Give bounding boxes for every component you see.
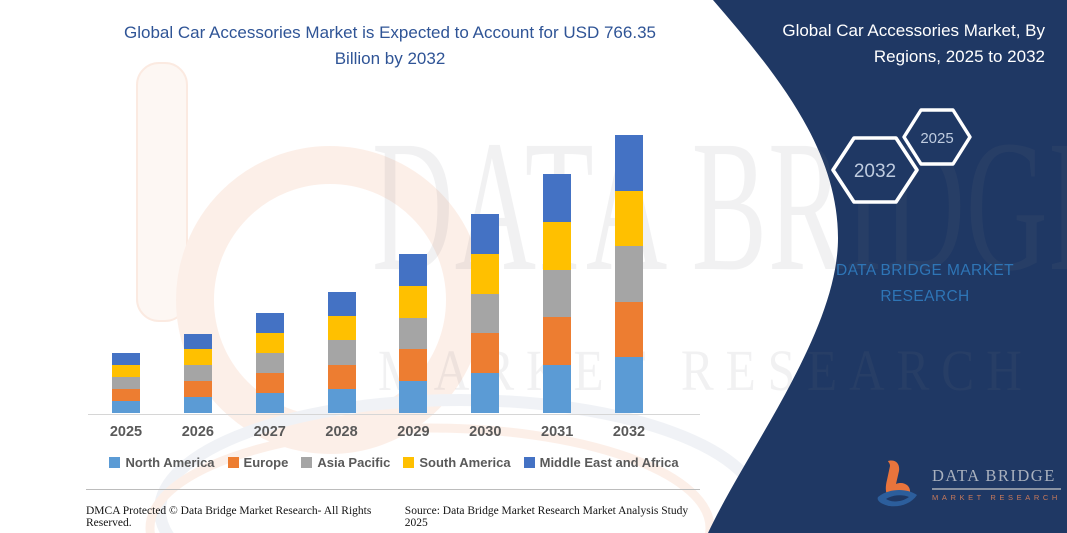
dmca-text: DMCA Protected © Data Bridge Market Rese… <box>86 505 372 529</box>
bar-segment-middle-east-and-africa <box>614 135 643 191</box>
legend-item-south-america: South America <box>403 455 511 470</box>
chart-legend: North America Europe Asia Pacific South Ame… <box>88 455 700 470</box>
bar-segment-south-america <box>183 349 212 366</box>
bar-segment-europe <box>327 364 356 389</box>
bar-segment-europe <box>112 389 140 401</box>
legend-swatch-icon <box>523 457 535 468</box>
bar-segment-north-america <box>471 373 500 413</box>
bar-segment-asia-pacific <box>399 317 428 350</box>
dbmr-logo: DATA BRIDGE MARKET RESEARCH <box>874 458 1061 510</box>
stacked-bar-2025 <box>112 353 140 413</box>
stacked-bar-2032 <box>614 135 643 413</box>
legend-item-asia-pacific: Asia Pacific <box>301 455 390 470</box>
bar-segment-north-america <box>183 397 212 413</box>
x-axis-label-2027: 2027 <box>253 424 286 440</box>
bar-segment-south-america <box>327 316 356 341</box>
legend-item-north-america: North America <box>109 455 215 470</box>
year-badges: 2025 2032 <box>831 108 972 204</box>
chart-title: Global Car Accessories Market is Expecte… <box>124 23 656 69</box>
legend-swatch-icon <box>109 457 121 468</box>
bar-segment-asia-pacific <box>183 365 212 382</box>
x-axis-label-2029: 2029 <box>397 424 430 440</box>
hexagon-2025-icon: 2025 <box>902 108 972 166</box>
x-axis-label-2031: 2031 <box>541 424 574 440</box>
bar-segment-asia-pacific <box>112 377 140 389</box>
hexagon-2032-icon: 2032 <box>831 136 919 204</box>
dbmr-logo-name: DATA BRIDGE <box>932 466 1061 490</box>
dbmr-logo-icon <box>877 460 917 507</box>
x-axis-line <box>88 414 700 415</box>
bar-segment-middle-east-and-africa <box>112 353 140 365</box>
legend-swatch-icon <box>227 457 239 468</box>
legend-item-middle-east-and-africa: Middle East and Africa <box>523 455 679 470</box>
stacked-bar-2029 <box>399 254 428 413</box>
dbmr-logo-tagline: MARKET RESEARCH <box>932 493 1061 502</box>
bar-segment-middle-east-and-africa <box>327 292 356 317</box>
bar-segment-north-america <box>112 401 140 413</box>
stacked-bar-2026 <box>183 333 212 413</box>
bar-segment-middle-east-and-africa <box>183 333 212 350</box>
bar-segment-south-america <box>255 333 284 353</box>
x-axis-label-2025: 2025 <box>109 424 143 440</box>
bar-segment-asia-pacific <box>543 269 572 318</box>
bar-segment-europe <box>255 373 284 393</box>
legend-label: Asia Pacific <box>317 455 391 470</box>
bar-segment-south-america <box>543 221 572 270</box>
x-axis-label-2032: 2032 <box>612 424 646 440</box>
bar-segment-europe <box>543 317 572 366</box>
brand-wordmark: DATA BRIDGE MARKET RESEARCH <box>835 262 1014 305</box>
legend-item-europe: Europe <box>227 455 289 470</box>
legend-swatch-icon <box>301 457 313 468</box>
bar-segment-north-america <box>543 365 572 413</box>
legend-swatch-icon <box>403 457 415 468</box>
bar-segment-north-america <box>399 381 428 413</box>
x-axis-label-2030: 2030 <box>469 424 502 440</box>
bar-segment-asia-pacific <box>614 246 643 302</box>
bar-segment-south-america <box>471 253 500 294</box>
bar-segment-asia-pacific <box>255 353 284 373</box>
bar-segment-europe <box>183 381 212 398</box>
legend-label: Middle East and Africa <box>539 455 679 470</box>
bar-segment-middle-east-and-africa <box>255 313 284 333</box>
bar-segment-north-america <box>327 388 356 413</box>
bar-segment-europe <box>614 301 643 358</box>
bar-segment-south-america <box>112 365 140 377</box>
bar-segment-north-america <box>614 357 643 413</box>
bar-segment-south-america <box>614 190 643 247</box>
bar-segment-middle-east-and-africa <box>543 174 572 222</box>
legend-label: South America <box>419 455 511 470</box>
x-axis-label-2026: 2026 <box>181 424 214 440</box>
bar-segment-middle-east-and-africa <box>399 254 428 286</box>
bar-segment-asia-pacific <box>327 340 356 365</box>
hexagon-2032-label: 2032 <box>854 161 896 182</box>
stacked-bar-2027 <box>255 313 284 413</box>
legend-label: North America <box>125 455 215 470</box>
bar-segment-europe <box>399 349 428 382</box>
hexagon-2025-label: 2025 <box>920 130 953 147</box>
bar-segment-asia-pacific <box>471 293 500 334</box>
bar-segment-north-america <box>255 393 284 413</box>
x-axis-label-2028: 2028 <box>325 424 358 440</box>
panel-title: Global Car Accessories Market, By Region… <box>782 21 1045 67</box>
stacked-bar-2028 <box>327 292 356 413</box>
stacked-bar-2031 <box>543 174 572 413</box>
footer: DMCA Protected © Data Bridge Market Rese… <box>86 505 700 529</box>
bar-segment-europe <box>471 333 500 374</box>
bar-segment-middle-east-and-africa <box>471 214 500 254</box>
footer-divider <box>86 489 700 490</box>
source-text: Source: Data Bridge Market Research Mark… <box>404 505 689 529</box>
legend-label: Europe <box>243 455 289 470</box>
stacked-bar-2030 <box>471 214 500 413</box>
bar-segment-south-america <box>399 285 428 318</box>
